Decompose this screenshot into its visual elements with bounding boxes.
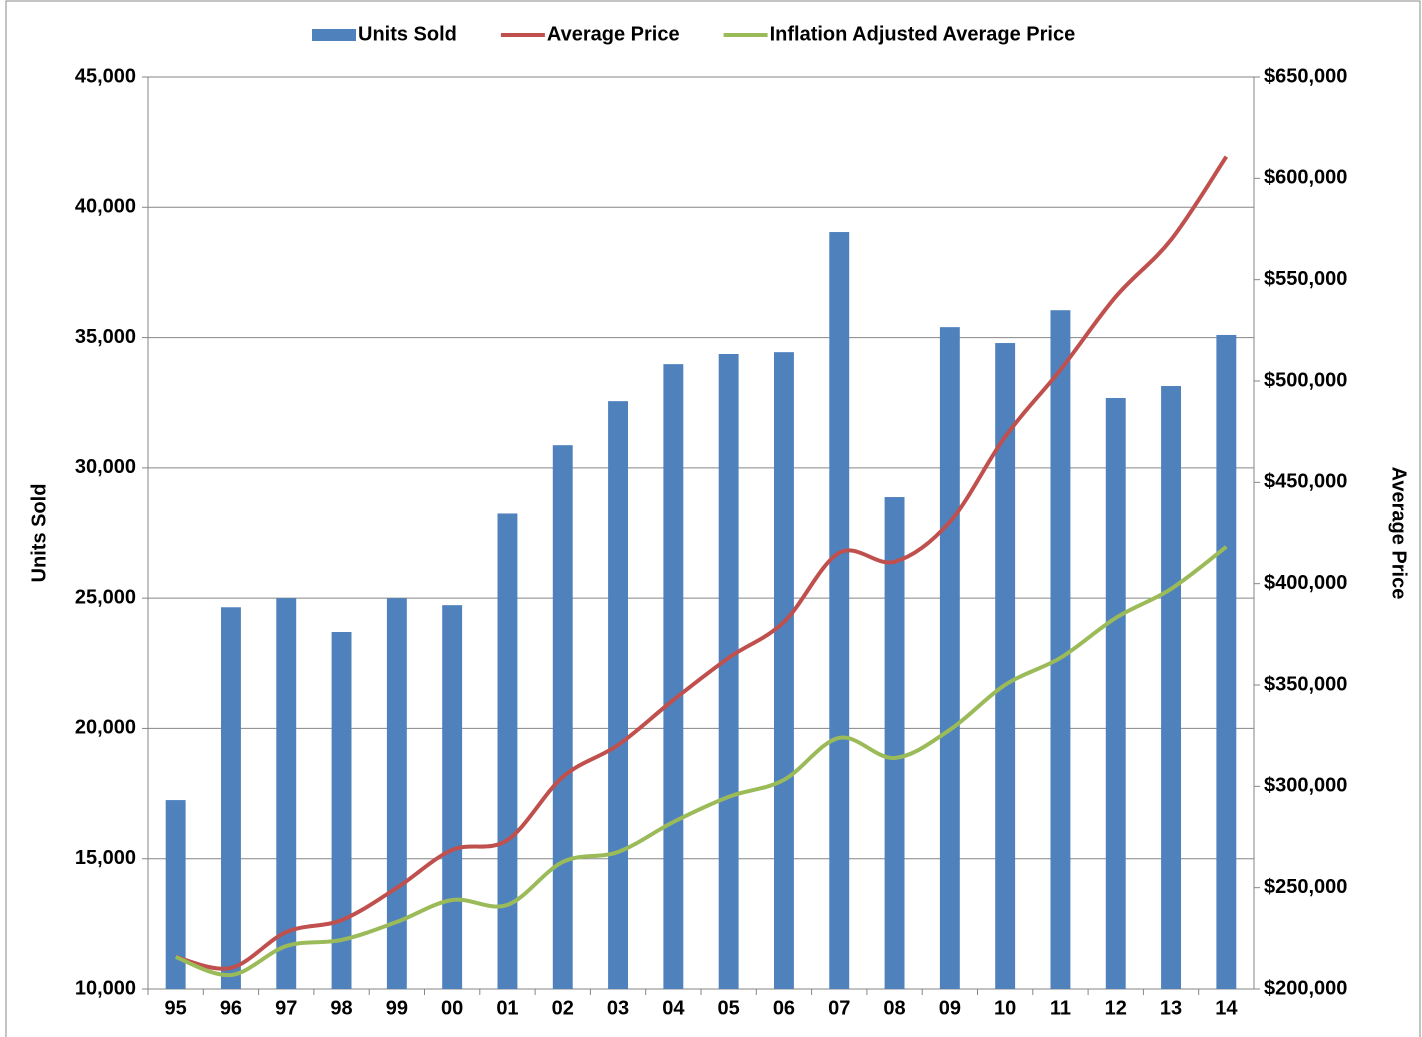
x-tick-label: 03 — [607, 997, 629, 1019]
legend-label: Average Price — [547, 23, 680, 45]
x-tick-label: 09 — [939, 997, 961, 1019]
y-tick-label: 10,000 — [75, 977, 136, 999]
y2-tick-label: $500,000 — [1264, 369, 1347, 391]
y-tick-label: 45,000 — [75, 65, 136, 87]
bar — [884, 497, 905, 989]
legend-label: Inflation Adjusted Average Price — [770, 23, 1076, 45]
bar — [1050, 310, 1071, 989]
y-tick-label: 40,000 — [75, 196, 136, 218]
x-tick-label: 04 — [662, 997, 685, 1019]
y2-tick-label: $350,000 — [1264, 673, 1347, 695]
bar — [386, 598, 407, 989]
x-tick-label: 01 — [496, 997, 518, 1019]
legend-swatch — [312, 29, 356, 41]
y-tick-label: 20,000 — [75, 717, 136, 739]
legend-label: Units Sold — [358, 23, 457, 45]
bar — [1105, 398, 1126, 989]
y-tick-label: 15,000 — [75, 847, 136, 869]
y-tick-label: 35,000 — [75, 326, 136, 348]
bar — [718, 353, 739, 989]
x-tick-label: 14 — [1215, 997, 1238, 1019]
bar — [276, 598, 297, 989]
y2-tick-label: $600,000 — [1264, 167, 1347, 189]
line — [174, 545, 1228, 978]
x-tick-label: 95 — [165, 997, 187, 1019]
y2-tick-label: $200,000 — [1264, 977, 1347, 999]
bar — [608, 401, 629, 989]
x-tick-label: 07 — [828, 997, 850, 1019]
x-tick-label: 02 — [552, 997, 574, 1019]
y2-tick-label: $550,000 — [1264, 268, 1347, 290]
y2-tick-label: $400,000 — [1264, 572, 1347, 594]
bar — [497, 513, 518, 989]
y-tick-label: 30,000 — [75, 456, 136, 478]
x-tick-label: 06 — [773, 997, 795, 1019]
y2-axis-title: Average Price — [1388, 467, 1410, 600]
bar — [1216, 334, 1237, 990]
bar — [165, 800, 186, 989]
x-tick-label: 11 — [1050, 997, 1071, 1019]
y2-tick-label: $650,000 — [1264, 65, 1347, 87]
y-axis-title: Units Sold — [28, 484, 50, 583]
x-tick-label: 98 — [330, 997, 352, 1019]
bar — [331, 632, 352, 989]
bar — [1161, 386, 1182, 989]
bar — [995, 343, 1016, 989]
chart-border — [5, 0, 1421, 1037]
x-tick-label: 05 — [718, 997, 740, 1019]
x-tick-label: 13 — [1160, 997, 1182, 1019]
y-tick-label: 25,000 — [75, 586, 136, 608]
bar — [442, 605, 463, 989]
bar — [663, 364, 684, 989]
bar — [939, 327, 960, 989]
x-tick-label: 99 — [386, 997, 408, 1019]
bar — [773, 352, 794, 989]
y2-tick-label: $300,000 — [1264, 775, 1347, 797]
bar — [220, 607, 241, 989]
bar — [552, 445, 573, 989]
x-tick-label: 08 — [883, 997, 905, 1019]
line — [175, 155, 1229, 971]
y2-tick-label: $250,000 — [1264, 876, 1347, 898]
x-tick-label: 00 — [441, 997, 463, 1019]
x-tick-label: 12 — [1105, 997, 1127, 1019]
x-tick-label: 96 — [220, 997, 242, 1019]
bar — [829, 232, 850, 990]
y2-tick-label: $450,000 — [1264, 471, 1347, 493]
x-tick-label: 10 — [994, 997, 1016, 1019]
x-tick-label: 97 — [275, 997, 297, 1019]
